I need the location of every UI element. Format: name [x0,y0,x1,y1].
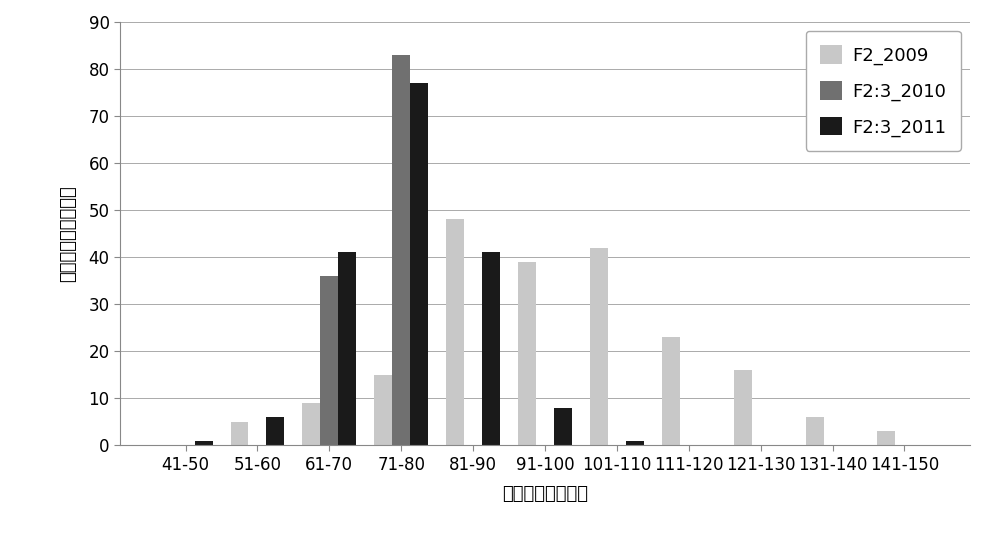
Y-axis label: 单株或株系数（个）: 单株或株系数（个） [59,185,77,282]
Bar [320,276,338,445]
Bar [662,337,680,445]
Legend: F2_2009, F2:3_2010, F2:3_2011: F2_2009, F2:3_2010, F2:3_2011 [806,31,961,151]
Bar [626,440,644,445]
Bar [482,252,500,445]
Bar [374,375,392,445]
Bar [554,408,572,445]
Bar [410,83,428,445]
Bar [806,417,824,445]
Bar [195,440,213,445]
Bar [392,55,410,445]
Bar [734,370,752,445]
Bar [518,262,536,445]
Bar [877,431,895,445]
X-axis label: 主序角果数（个）: 主序角果数（个） [502,485,588,503]
Bar [338,252,356,445]
Bar [590,248,608,445]
Bar [231,422,248,445]
Bar [266,417,284,445]
Bar [302,403,320,445]
Bar [446,219,464,445]
